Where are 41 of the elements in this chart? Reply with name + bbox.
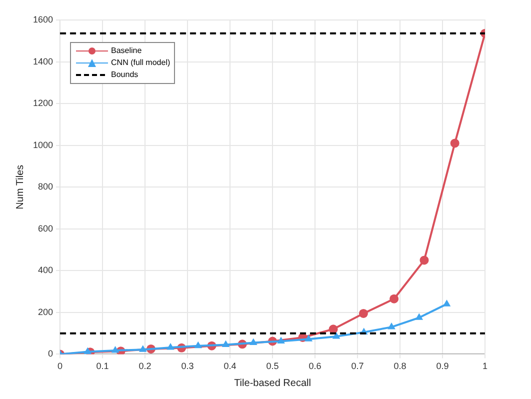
y-tick-label: 1000 xyxy=(32,140,54,150)
x-axis-title: Tile-based Recall xyxy=(234,378,311,389)
y-tick-label: 400 xyxy=(38,265,54,276)
point xyxy=(138,345,147,352)
point xyxy=(450,138,460,148)
y-tick-label: 600 xyxy=(38,223,54,234)
x-tick-label: 0.5 xyxy=(266,361,279,372)
legend-label: Baseline xyxy=(111,45,142,57)
y-tick-label: 1200 xyxy=(32,98,54,108)
point xyxy=(84,347,92,354)
point xyxy=(166,343,174,350)
point xyxy=(390,294,399,304)
point xyxy=(304,334,313,342)
point xyxy=(111,346,120,353)
point xyxy=(388,322,396,330)
point xyxy=(277,336,285,344)
point xyxy=(249,338,258,345)
point xyxy=(332,332,340,339)
y-tick-label: 800 xyxy=(38,182,54,192)
y-tick-label: 0 xyxy=(48,348,54,359)
y-tick-label: 200 xyxy=(38,306,54,317)
legend-label: Bounds xyxy=(111,69,138,81)
x-tick-label: 0 xyxy=(58,361,63,372)
x-tick-label: 0.7 xyxy=(351,361,364,372)
x-tick-label: 0.1 xyxy=(96,361,109,372)
x-tick-label: 0.3 xyxy=(181,361,194,372)
x-tick-label: 0.4 xyxy=(224,361,236,372)
x-tick-label: 0.9 xyxy=(436,361,449,372)
x-tick-label: 0.2 xyxy=(138,361,152,372)
x-tick-label: 0.6 xyxy=(308,361,322,372)
x-tick-label: 1 xyxy=(482,361,488,372)
y-tick-label: 1400 xyxy=(32,56,54,66)
x-tick-label: 0.8 xyxy=(394,361,406,372)
point xyxy=(420,256,429,265)
point xyxy=(358,308,368,318)
point xyxy=(194,341,202,348)
y-tick-label: 1600 xyxy=(32,14,54,24)
point xyxy=(222,340,230,348)
legend-label: CNN (full model) xyxy=(111,57,170,69)
point xyxy=(415,313,424,320)
y-axis-title: Num Tiles xyxy=(14,164,26,210)
